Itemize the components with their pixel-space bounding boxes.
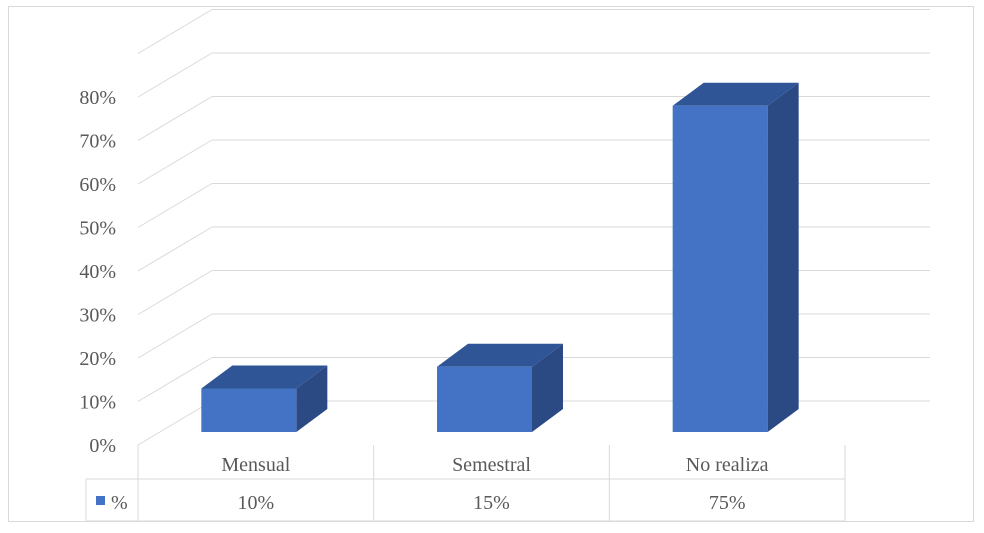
gridline-side [137,357,213,402]
gridline-side [137,52,213,98]
x-category-label: No realiza [686,454,769,476]
y-tick-label: 80% [79,87,116,109]
table-value: 75% [709,492,746,514]
chart-frame [8,6,974,522]
y-tick-label: 10% [79,392,116,414]
gridlines [137,9,930,446]
x-category-label: Semestral [452,454,531,476]
y-tick-label: 50% [79,218,116,240]
gridline-side [137,226,213,272]
table-value: 10% [237,492,274,514]
y-tick-label: 30% [79,305,116,327]
table-value: 15% [473,492,510,514]
gridline-side [137,183,213,228]
gridline-side [137,313,213,359]
x-category-label: Mensual [221,454,290,476]
gridline-side [137,400,213,446]
gridline-side [137,9,213,54]
gridline-side [137,270,213,315]
bar-no-realiza [672,82,799,432]
y-tick-label: 20% [79,348,116,370]
y-tick-label: 0% [89,435,116,457]
legend-swatch [96,496,105,505]
gridline-side [137,96,213,141]
bar-mensual [201,365,328,432]
y-tick-label: 70% [79,131,116,153]
data-table: Mensual 10% Semestral 15% No realiza 75%% [85,445,846,522]
y-axis-ticks: 0% 10% 20% 30% 40% 50% 60% 70% 80% [79,87,116,457]
y-tick-label: 60% [79,174,116,196]
legend-label: % [111,492,128,514]
bars [201,82,799,432]
bar-semestral [437,343,563,432]
gridline-side [137,139,213,185]
y-tick-label: 40% [79,261,116,283]
